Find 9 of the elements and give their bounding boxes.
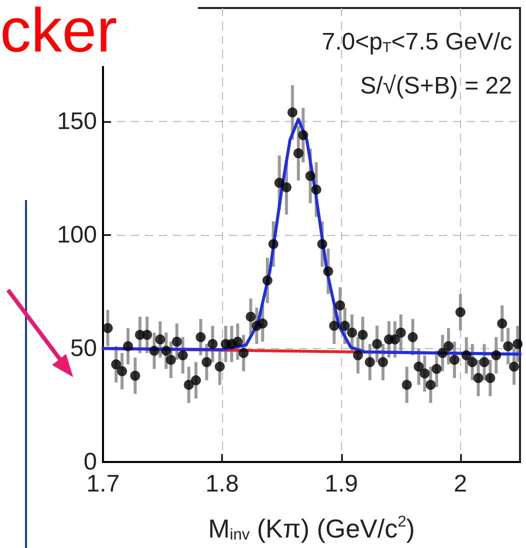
annotation: cker	[0, 0, 118, 66]
x-tick-label: 2	[454, 470, 468, 498]
annotation: S/√(S+B) = 22	[360, 72, 512, 100]
y-tick-label: 150	[56, 108, 97, 135]
line-series	[102, 118, 522, 356]
y-tick-label: 100	[56, 222, 97, 248]
x-tick-label: 1.8	[205, 470, 239, 498]
x-tick-label: 1.9	[324, 470, 358, 498]
y-tick-label: 50	[70, 335, 97, 362]
